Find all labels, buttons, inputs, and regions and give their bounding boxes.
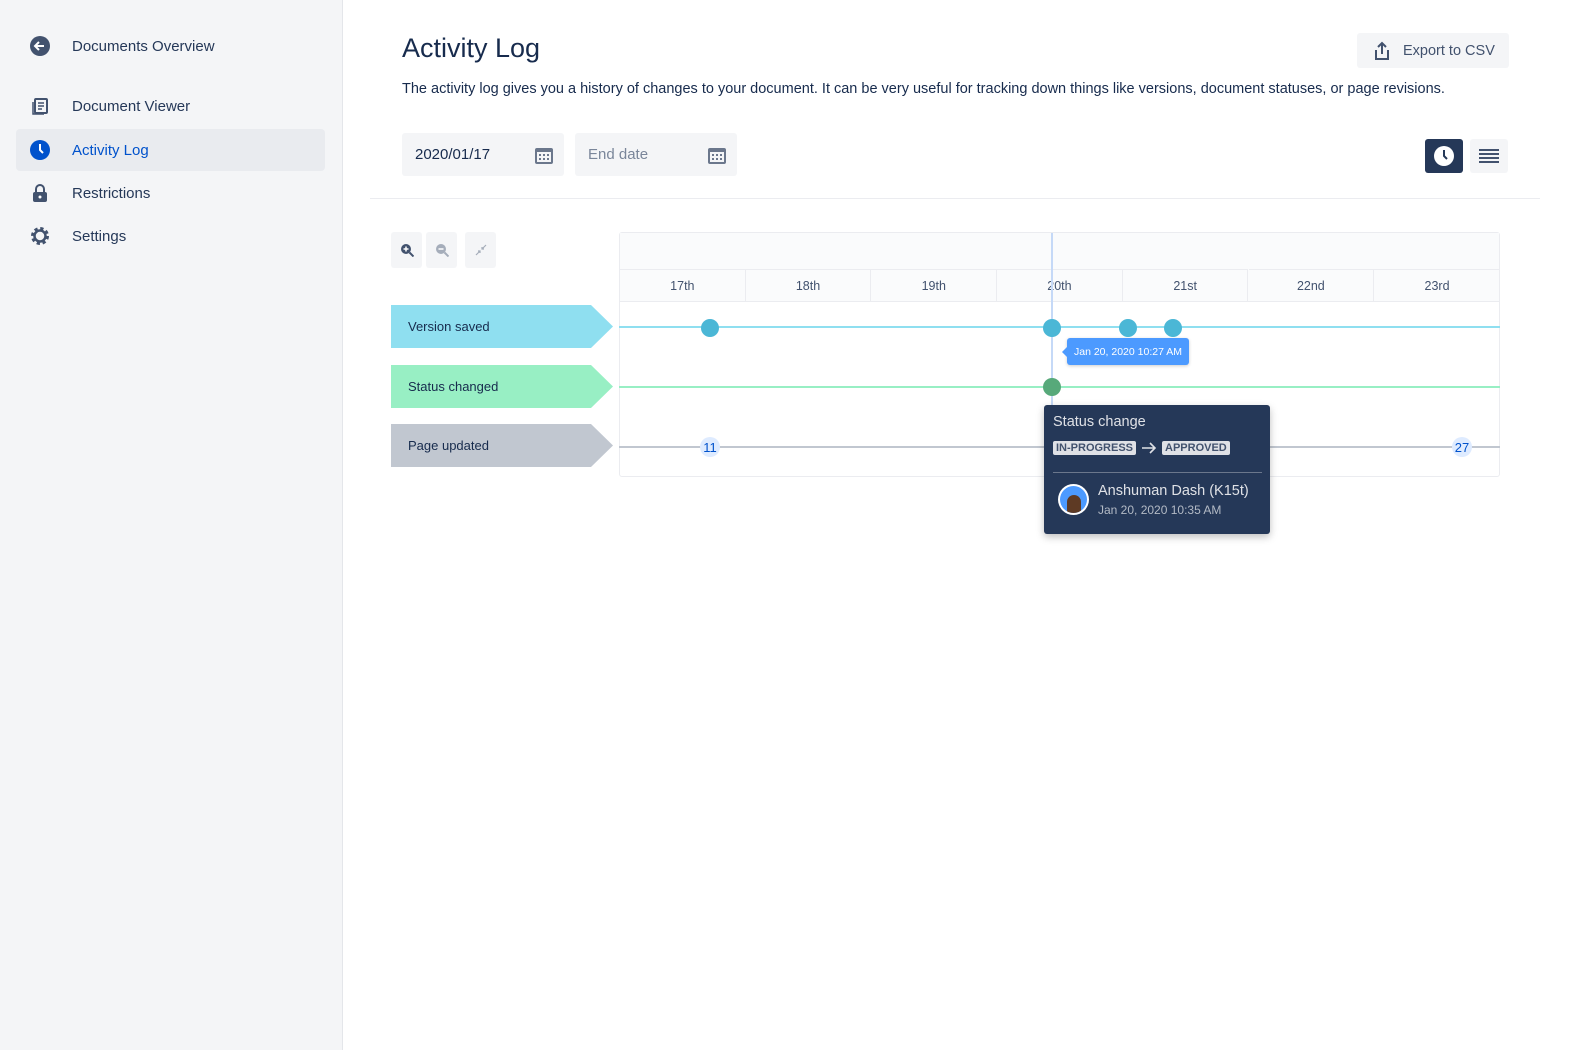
status-from: IN-PROGRESS xyxy=(1053,441,1137,455)
page-updated-count[interactable]: 11 xyxy=(700,437,720,457)
hover-tooltip: Jan 20, 2020 10:27 AM xyxy=(1062,338,1189,365)
end-date-placeholder: End date xyxy=(588,146,649,163)
status-change-popover: Status change IN-PROGRESS APPROVED Anshu… xyxy=(1044,405,1270,534)
arrow-left-circle-icon xyxy=(28,34,52,58)
fit-button[interactable] xyxy=(465,232,496,268)
popover-divider xyxy=(1053,472,1262,473)
day-column: 18th xyxy=(745,269,872,302)
calendar-icon[interactable] xyxy=(534,145,554,165)
day-column: 21st xyxy=(1122,269,1249,302)
sidebar: Documents Overview Document Viewer Activ… xyxy=(0,0,343,1050)
nav-label: Settings xyxy=(72,227,127,245)
nav-document-viewer[interactable]: Document Viewer xyxy=(16,85,325,127)
page-description: The activity log gives you a history of … xyxy=(402,81,1445,97)
list-icon xyxy=(1479,149,1499,163)
status-changed-event[interactable] xyxy=(1043,378,1061,396)
avatar xyxy=(1058,484,1089,515)
zoom-out-button[interactable] xyxy=(426,232,457,268)
nav-settings[interactable]: Settings xyxy=(16,215,325,257)
status-to: APPROVED xyxy=(1162,441,1230,455)
version-saved-event[interactable] xyxy=(1043,319,1061,337)
day-column: 19th xyxy=(871,269,998,302)
export-csv-button[interactable]: Export to CSV xyxy=(1357,33,1509,68)
version-saved-event[interactable] xyxy=(701,319,719,337)
popover-user: Anshuman Dash (K15t) xyxy=(1098,483,1249,499)
collapse-icon xyxy=(475,244,486,256)
start-date-input[interactable]: 2020/01/17 xyxy=(402,133,564,176)
document-icon xyxy=(28,94,52,118)
popover-title: Status change xyxy=(1053,414,1146,430)
timeline-grid: 17th 18th 19th 20th 21st 22nd 23rd xyxy=(619,232,1500,477)
nav-activity-log[interactable]: Activity Log xyxy=(16,129,325,171)
day-column: 23rd xyxy=(1374,269,1500,302)
lane-status-changed: Status changed xyxy=(391,365,613,408)
nav-label: Activity Log xyxy=(72,141,149,159)
zoom-in-icon xyxy=(400,244,414,257)
clock-icon xyxy=(28,138,52,162)
day-column: 17th xyxy=(620,269,746,302)
page-title: Activity Log xyxy=(402,33,541,63)
day-column: 22nd xyxy=(1248,269,1375,302)
start-date-value: 2020/01/17 xyxy=(415,146,491,163)
popover-time: Jan 20, 2020 10:35 AM xyxy=(1098,503,1222,517)
list-view-button[interactable] xyxy=(1470,139,1508,173)
nav-label: Documents Overview xyxy=(72,37,215,55)
share-icon xyxy=(1375,41,1389,60)
end-date-input[interactable]: End date xyxy=(575,133,737,176)
version-saved-event[interactable] xyxy=(1119,319,1137,337)
lane-page-updated: Page updated xyxy=(391,424,613,467)
timeline-view-button[interactable] xyxy=(1425,139,1463,173)
clock-icon xyxy=(1434,146,1454,166)
lane-version-saved: Version saved xyxy=(391,305,613,348)
zoom-out-icon xyxy=(435,244,449,257)
nav-documents-overview[interactable]: Documents Overview xyxy=(16,25,325,67)
calendar-icon[interactable] xyxy=(707,145,727,165)
page-updated-count[interactable]: 27 xyxy=(1452,437,1472,457)
zoom-in-button[interactable] xyxy=(391,232,422,268)
export-label: Export to CSV xyxy=(1403,42,1495,59)
lock-icon xyxy=(28,181,52,205)
day-column: 20th xyxy=(997,269,1123,302)
version-saved-event[interactable] xyxy=(1164,319,1182,337)
gear-icon xyxy=(28,224,52,248)
nav-label: Restrictions xyxy=(72,184,151,202)
divider xyxy=(370,198,1540,199)
nav-label: Document Viewer xyxy=(72,97,191,115)
arrow-right-icon xyxy=(1142,442,1157,454)
timeline-header: 17th 18th 19th 20th 21st 22nd 23rd xyxy=(620,233,1500,302)
nav-restrictions[interactable]: Restrictions xyxy=(16,172,325,214)
